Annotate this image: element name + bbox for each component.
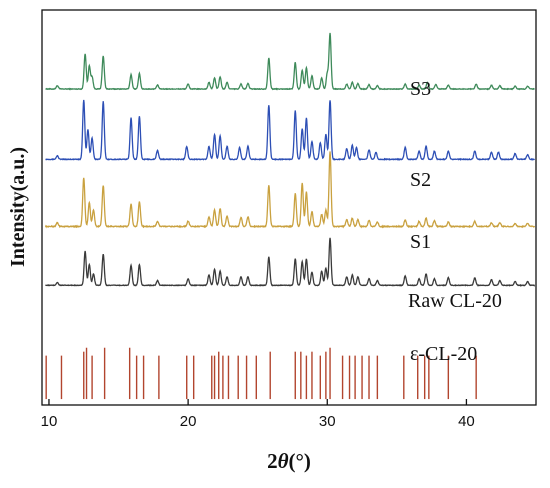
y-axis-title: Intensity(a.u.) bbox=[7, 147, 29, 267]
x-ticks: 10 20 30 40 bbox=[41, 399, 475, 430]
series-line-raw-cl-20 bbox=[45, 237, 536, 287]
plot-frame bbox=[41, 9, 537, 406]
series-line-s2 bbox=[45, 99, 536, 161]
x-tick-label: 40 bbox=[458, 413, 475, 430]
x-axis-title-suffix: (°) bbox=[289, 449, 311, 473]
x-tick-label: 10 bbox=[41, 413, 58, 430]
series-label-s1: S1 bbox=[410, 231, 431, 253]
x-axis-title: 2θ(°) bbox=[267, 449, 311, 473]
x-axis-title-theta: θ bbox=[278, 449, 289, 473]
x-tick-label: 30 bbox=[319, 413, 336, 430]
series-labels: S3 S2 S1 Raw CL-20 ε-CL-20 bbox=[408, 78, 502, 365]
series-label-raw-cl-20: Raw CL-20 bbox=[408, 290, 502, 312]
x-axis-title-prefix: 2 bbox=[267, 449, 278, 473]
series-label-s2: S2 bbox=[410, 169, 431, 191]
series-line-s1 bbox=[44, 151, 536, 229]
x-tick-label: 20 bbox=[180, 413, 197, 430]
series-label-s3: S3 bbox=[410, 78, 431, 100]
series-label-reference: ε-CL-20 bbox=[410, 343, 477, 365]
series-line-s3 bbox=[45, 32, 535, 91]
series-layer bbox=[44, 32, 536, 400]
